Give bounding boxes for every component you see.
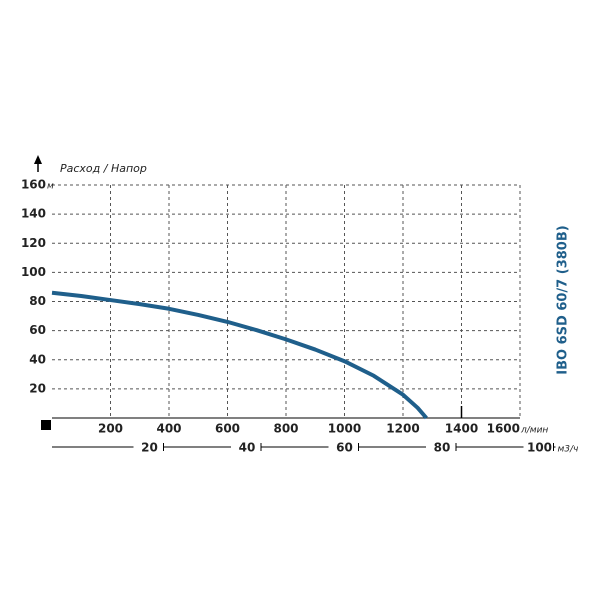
y-tick-label: 80 [29,294,46,308]
x-unit: л/мин [520,426,548,436]
x2-tick-label: 60 [336,441,353,455]
x2-tick-label: 20 [141,441,158,455]
y-tick-label: 100 [21,265,46,279]
x2-tick-label: 100 [527,441,552,455]
origin-marker [41,420,51,430]
y-tick-label: 120 [21,236,46,250]
x-tick-label: 1000 [328,422,361,436]
x2-tick-label: 80 [434,441,451,455]
x2-tick-label: 40 [239,441,256,455]
chart-title: Расход / Напор [60,162,147,175]
x2-unit: м3/ч [558,445,579,455]
x-tick-label: 1400 [445,422,478,436]
x2-label-bg [426,440,456,454]
pump-curve [51,290,428,420]
y-tick-label: 140 [21,207,46,221]
x-tick-label: 200 [98,422,123,436]
y-tick-label: 160 [21,178,46,192]
y-tick-label: 60 [29,323,46,337]
x-tick-label: 400 [156,422,181,436]
x2-label-bg [133,440,164,454]
x-tick-label: 600 [215,422,240,436]
y-tick-label: 20 [29,381,46,395]
x-tick-label: 1200 [386,422,419,436]
model-label: IBO 6SD 60/7 (380B) [556,225,571,374]
x-tick-label: 800 [273,422,298,436]
x2-label-bg [231,440,261,454]
x2-label-bg [523,440,554,454]
x2-label-bg [328,440,359,454]
x-tick-label: 1600 [487,422,520,436]
y-arrow-head [34,155,42,164]
y-unit: м [47,182,54,192]
x2-unit-bg [555,441,586,453]
y-tick-label: 40 [29,352,46,366]
